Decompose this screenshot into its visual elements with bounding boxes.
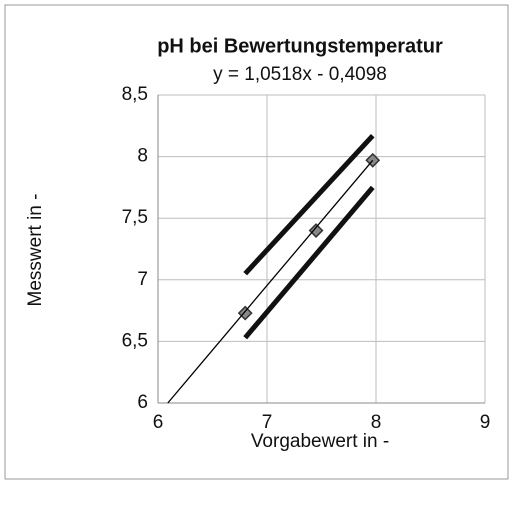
x-tick-label: 9	[480, 412, 491, 433]
point	[308, 223, 324, 238]
y-tick-label: 7	[137, 269, 148, 290]
y-axis-label: Messwert in -	[25, 194, 46, 307]
limit-line	[243, 133, 375, 276]
y-tick-label: 6,5	[122, 330, 148, 351]
y-tick-label: 8	[137, 146, 148, 167]
x-axis-label: Vorgabewert in -	[251, 431, 389, 452]
y-tick-label: 8,5	[122, 84, 148, 105]
x-tick-label: 7	[262, 412, 273, 433]
y-tick-label: 6	[137, 392, 148, 413]
chart-frame	[4, 4, 509, 480]
y-tick-label: 7,5	[122, 207, 148, 228]
limit-line	[243, 185, 375, 340]
chart-title: pH bei Bewertungstemperatur	[157, 35, 443, 57]
x-tick-label: 8	[371, 412, 382, 433]
equation: y = 1,0518x - 0,4098	[213, 64, 387, 85]
point	[237, 305, 253, 321]
trend-line	[167, 159, 374, 404]
x-tick-label: 6	[153, 412, 164, 433]
